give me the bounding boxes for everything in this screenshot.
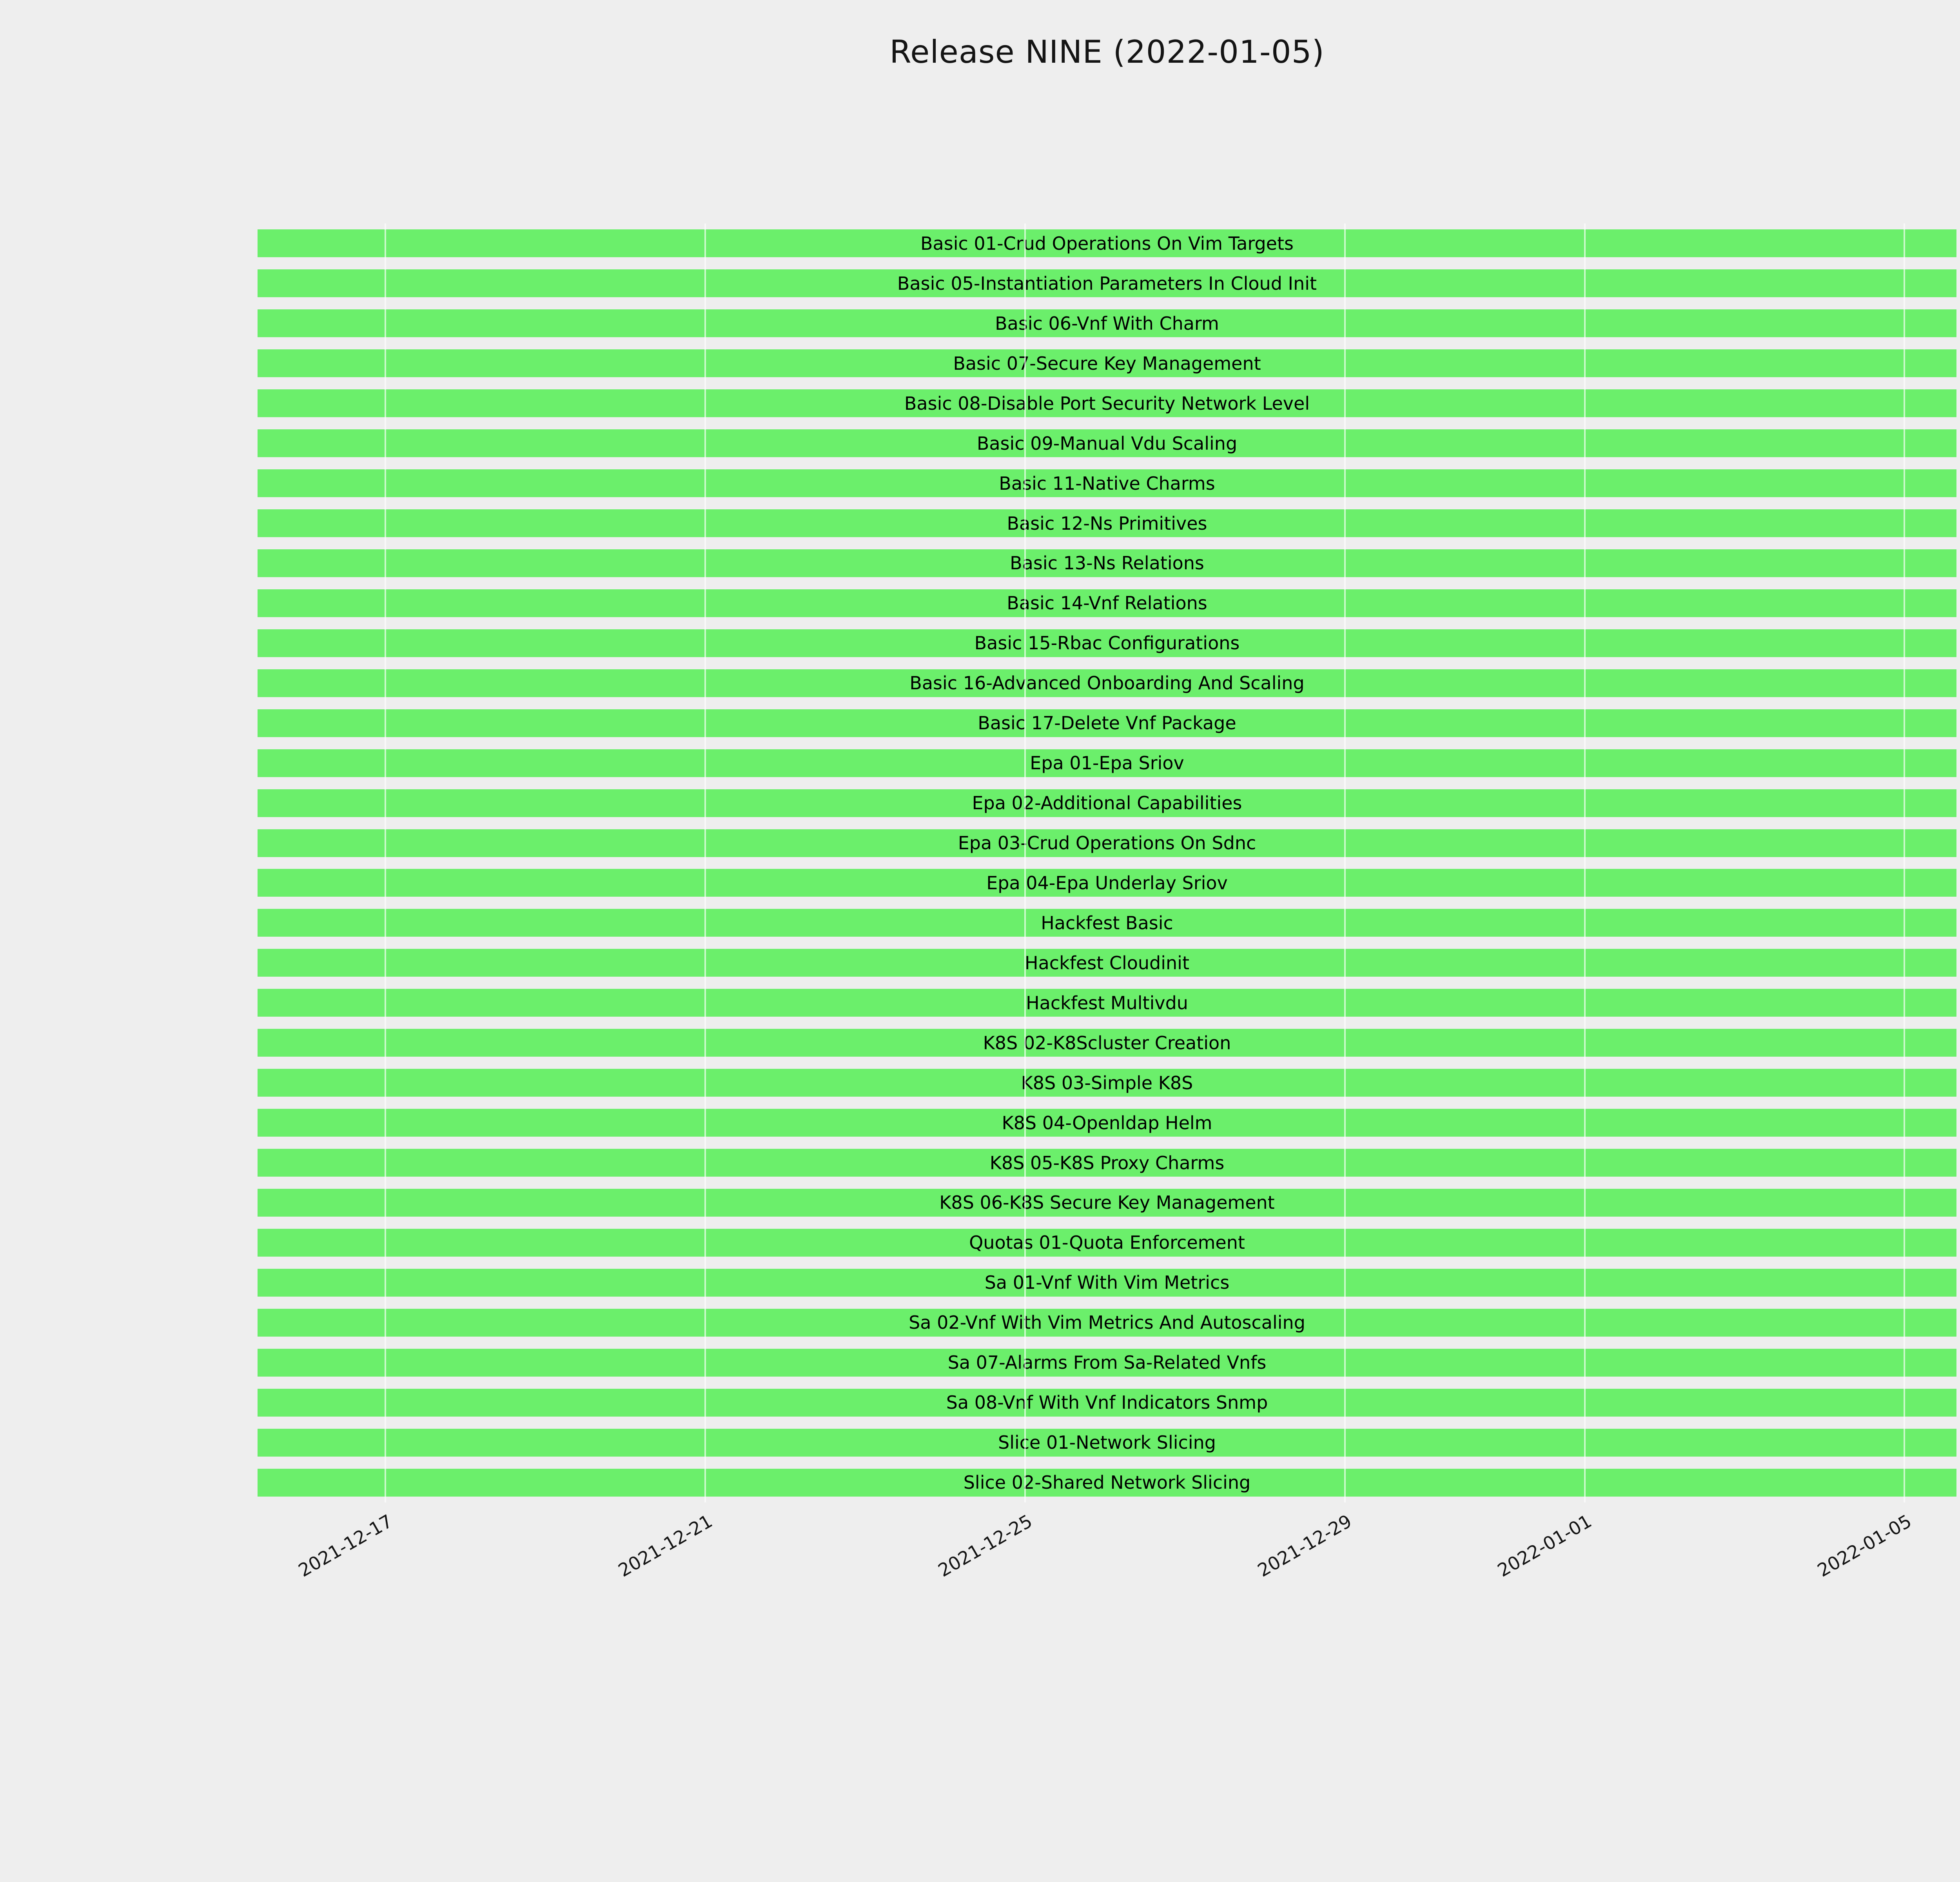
gantt-bar: Slice 01-Network Slicing	[258, 1428, 1956, 1457]
bar-label: Epa 04-Epa Underlay Sriov	[986, 872, 1228, 894]
gantt-bar: Hackfest Basic	[258, 909, 1956, 937]
gantt-bar: K8S 04-Openldap Helm	[258, 1109, 1956, 1137]
bar-label: Basic 09-Manual Vdu Scaling	[976, 432, 1238, 454]
gantt-bar: Epa 03-Crud Operations On Sdnc	[258, 829, 1956, 857]
bar-label: Sa 07-Alarms From Sa-Related Vnfs	[947, 1352, 1267, 1373]
bar-label: Basic 17-Delete Vnf Package	[978, 712, 1236, 734]
gantt-bar: Basic 09-Manual Vdu Scaling	[258, 429, 1956, 458]
gantt-bar: Basic 05-Instantiation Parameters In Clo…	[258, 269, 1956, 298]
gantt-bar: Basic 11-Native Charms	[258, 469, 1956, 498]
gantt-bar: Sa 07-Alarms From Sa-Related Vnfs	[258, 1348, 1956, 1377]
bar-label: Hackfest Cloudinit	[1025, 952, 1189, 974]
bar-label: K8S 02-K8Scluster Creation	[983, 1032, 1231, 1054]
bar-label: Quotas 01-Quota Enforcement	[969, 1232, 1245, 1253]
bar-label: K8S 05-K8S Proxy Charms	[989, 1152, 1225, 1174]
bars-container: Basic 01-Crud Operations On Vim Targets B…	[258, 223, 1956, 1502]
gantt-bar: K8S 06-K8S Secure Key Management	[258, 1188, 1956, 1217]
x-tick-label: 2021-12-25	[934, 1510, 1036, 1581]
gantt-bar: Basic 14-Vnf Relations	[258, 589, 1956, 617]
bar-label: Basic 05-Instantiation Parameters In Clo…	[897, 272, 1317, 294]
bar-label: Basic 08-Disable Port Security Network L…	[904, 392, 1310, 414]
x-tick-label: 2021-12-17	[294, 1510, 396, 1581]
bar-label: Basic 06-Vnf With Charm	[995, 312, 1219, 334]
gantt-bar: Basic 13-Ns Relations	[258, 549, 1956, 577]
gantt-bar: Basic 06-Vnf With Charm	[258, 309, 1956, 338]
plot-area: Basic 01-Crud Operations On Vim Targets B…	[258, 223, 1956, 1502]
gantt-bar: Hackfest Cloudinit	[258, 949, 1956, 977]
gantt-bar: Epa 02-Additional Capabilities	[258, 789, 1956, 817]
x-tick-label: 2021-12-21	[614, 1510, 716, 1581]
bar-label: Slice 01-Network Slicing	[998, 1432, 1216, 1453]
gantt-bar: Basic 15-Rbac Configurations	[258, 629, 1956, 657]
chart-title: Release NINE (2022-01-05)	[889, 34, 1325, 70]
bar-label: Basic 15-Rbac Configurations	[974, 632, 1240, 654]
x-tick-label: 2022-01-05	[1813, 1510, 1915, 1581]
bar-label: Sa 08-Vnf With Vnf Indicators Snmp	[946, 1392, 1268, 1413]
bar-label: Epa 03-Crud Operations On Sdnc	[958, 832, 1256, 854]
bar-label: Slice 02-Shared Network Slicing	[963, 1472, 1251, 1493]
bar-label: Basic 12-Ns Primitives	[1007, 512, 1207, 534]
bar-label: Basic 07-Secure Key Management	[953, 352, 1261, 374]
gantt-bar: Basic 17-Delete Vnf Package	[258, 709, 1956, 737]
gantt-bar: Basic 07-Secure Key Management	[258, 349, 1956, 378]
bar-label: Epa 02-Additional Capabilities	[972, 792, 1242, 814]
gantt-bar: Basic 01-Crud Operations On Vim Targets	[258, 229, 1956, 258]
gantt-bar: Hackfest Multivdu	[258, 989, 1956, 1017]
bar-label: Basic 14-Vnf Relations	[1007, 592, 1207, 614]
x-tick-label: 2022-01-01	[1494, 1510, 1595, 1581]
bar-label: K8S 04-Openldap Helm	[1002, 1112, 1212, 1134]
bar-label: Basic 13-Ns Relations	[1010, 552, 1204, 574]
gantt-bar: Basic 16-Advanced Onboarding And Scaling	[258, 669, 1956, 697]
gantt-bar: Sa 01-Vnf With Vim Metrics	[258, 1268, 1956, 1297]
bar-label: Hackfest Multivdu	[1026, 992, 1188, 1014]
x-tick-label: 2021-12-29	[1254, 1510, 1356, 1581]
bar-label: Epa 01-Epa Sriov	[1030, 752, 1184, 774]
gantt-bar: Epa 04-Epa Underlay Sriov	[258, 869, 1956, 897]
bar-label: Basic 11-Native Charms	[999, 472, 1215, 494]
bar-label: Sa 02-Vnf With Vim Metrics And Autoscali…	[909, 1312, 1305, 1333]
gantt-bar: Basic 12-Ns Primitives	[258, 509, 1956, 538]
bar-label: Basic 16-Advanced Onboarding And Scaling	[909, 672, 1305, 694]
gantt-bar: Basic 08-Disable Port Security Network L…	[258, 389, 1956, 418]
gantt-bar: K8S 02-K8Scluster Creation	[258, 1029, 1956, 1057]
gantt-bar: Slice 02-Shared Network Slicing	[258, 1468, 1956, 1497]
bar-label: K8S 06-K8S Secure Key Management	[939, 1192, 1275, 1213]
gantt-bar: Quotas 01-Quota Enforcement	[258, 1228, 1956, 1257]
gantt-bar: Sa 08-Vnf With Vnf Indicators Snmp	[258, 1388, 1956, 1417]
bar-label: K8S 03-Simple K8S	[1021, 1072, 1193, 1094]
gantt-bar: Epa 01-Epa Sriov	[258, 749, 1956, 777]
gantt-bar: K8S 05-K8S Proxy Charms	[258, 1149, 1956, 1177]
bar-label: Basic 01-Crud Operations On Vim Targets	[920, 233, 1294, 254]
bar-label: Sa 01-Vnf With Vim Metrics	[984, 1272, 1230, 1293]
gantt-bar: Sa 02-Vnf With Vim Metrics And Autoscali…	[258, 1308, 1956, 1337]
gantt-bar: K8S 03-Simple K8S	[258, 1069, 1956, 1097]
bar-label: Hackfest Basic	[1041, 912, 1173, 934]
